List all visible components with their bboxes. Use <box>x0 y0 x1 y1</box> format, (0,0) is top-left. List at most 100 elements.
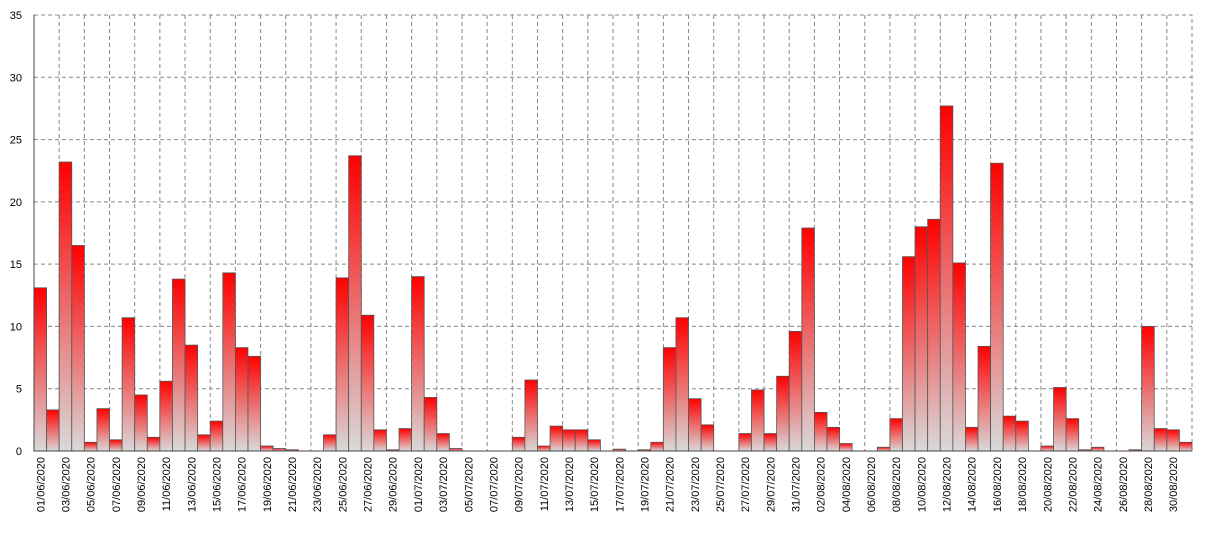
y-tick-label: 0 <box>16 446 22 458</box>
bar <box>184 344 199 452</box>
x-tick-label: 17/07/2020 <box>614 457 626 512</box>
bar <box>700 424 715 452</box>
bar <box>839 443 853 452</box>
bar <box>423 397 438 452</box>
x-tick-label: 26/08/2020 <box>1118 457 1130 512</box>
bar <box>398 428 413 452</box>
x-tick-label: 03/07/2020 <box>438 457 450 512</box>
bar <box>109 439 123 452</box>
x-tick-label: 23/06/2020 <box>312 457 324 512</box>
bar <box>1141 326 1155 452</box>
x-tick-label: 02/08/2020 <box>816 457 828 512</box>
bar <box>511 436 526 452</box>
bar <box>650 441 664 452</box>
x-tick-label: 01/06/2020 <box>35 457 47 512</box>
bar <box>965 426 979 452</box>
x-tick-label: 23/07/2020 <box>690 457 702 512</box>
bar <box>524 379 538 452</box>
x-tick-label: 18/08/2020 <box>1017 457 1029 512</box>
bar <box>587 439 601 452</box>
bar <box>1166 429 1180 452</box>
bar <box>889 418 903 452</box>
bar <box>876 446 891 452</box>
bar <box>260 445 274 452</box>
x-tick-label: 30/08/2020 <box>1168 457 1180 512</box>
bar <box>1065 418 1080 452</box>
x-tick-label: 21/07/2020 <box>665 457 677 512</box>
x-tick-label: 13/06/2020 <box>186 457 198 512</box>
x-tick-label: 21/06/2020 <box>287 457 299 512</box>
x-tick-label: 01/07/2020 <box>413 457 425 512</box>
bar <box>902 256 916 452</box>
bar <box>197 434 211 452</box>
bar <box>96 408 110 452</box>
bar <box>1040 445 1054 452</box>
y-tick-label: 20 <box>10 197 22 209</box>
x-tick-label: 19/07/2020 <box>639 457 651 512</box>
bar <box>83 441 98 452</box>
x-tick-label: 13/07/2020 <box>564 457 576 512</box>
bar <box>763 433 778 452</box>
x-tick-label: 16/08/2020 <box>992 457 1004 512</box>
bar <box>952 262 966 452</box>
bar <box>146 436 161 452</box>
x-tick-label: 12/08/2020 <box>942 457 954 512</box>
bar <box>927 218 941 452</box>
x-tick-label: 15/07/2020 <box>589 457 601 512</box>
x-tick-label: 15/06/2020 <box>212 457 224 512</box>
bar <box>436 433 450 452</box>
bar <box>1090 446 1105 452</box>
bar <box>33 287 47 452</box>
bar <box>247 355 261 452</box>
bar <box>751 389 765 452</box>
x-tick-label: 29/06/2020 <box>388 457 400 512</box>
x-tick-label: 24/08/2020 <box>1093 457 1105 512</box>
x-tick-label: 07/07/2020 <box>488 457 500 512</box>
x-tick-label: 11/07/2020 <box>539 457 551 511</box>
x-tick-label: 08/08/2020 <box>891 457 903 512</box>
bar <box>134 394 148 452</box>
x-tick-label: 20/08/2020 <box>1042 457 1054 512</box>
x-tick-label: 22/08/2020 <box>1067 457 1079 512</box>
bar <box>574 429 589 452</box>
bar <box>537 445 551 452</box>
bar <box>549 425 564 452</box>
bar <box>348 155 362 452</box>
x-tick-label: 06/08/2020 <box>866 457 878 512</box>
x-tick-label: 11/06/2020 <box>161 457 173 511</box>
bar <box>360 314 375 452</box>
x-tick-label: 14/08/2020 <box>967 457 979 512</box>
x-tick-label: 07/06/2020 <box>111 457 123 512</box>
x-tick-label: 27/06/2020 <box>363 457 375 512</box>
bar <box>411 276 425 452</box>
bar <box>738 433 752 452</box>
bar <box>1015 420 1029 452</box>
bar <box>46 409 60 452</box>
x-tick-label: 09/07/2020 <box>514 457 526 512</box>
bar <box>776 375 790 452</box>
bar <box>990 162 1004 452</box>
y-tick-label: 5 <box>16 384 22 396</box>
x-tick-label: 28/08/2020 <box>1143 457 1155 512</box>
bar <box>373 429 387 452</box>
bar <box>826 426 840 452</box>
y-tick-label: 25 <box>10 135 22 147</box>
x-tick-label: 05/06/2020 <box>86 457 98 512</box>
bar <box>662 347 677 452</box>
bar <box>121 317 136 452</box>
bar <box>1002 415 1017 452</box>
bar <box>801 227 815 452</box>
x-tick-label: 09/06/2020 <box>136 457 148 512</box>
bar <box>977 345 992 452</box>
bar <box>675 317 689 452</box>
bar <box>688 398 702 452</box>
bar <box>914 226 929 452</box>
bar <box>562 429 576 452</box>
bar <box>788 331 803 452</box>
x-tick-label: 17/06/2020 <box>237 457 249 512</box>
bar <box>159 380 173 452</box>
bar <box>1053 387 1067 452</box>
x-tick-label: 25/06/2020 <box>337 457 349 512</box>
